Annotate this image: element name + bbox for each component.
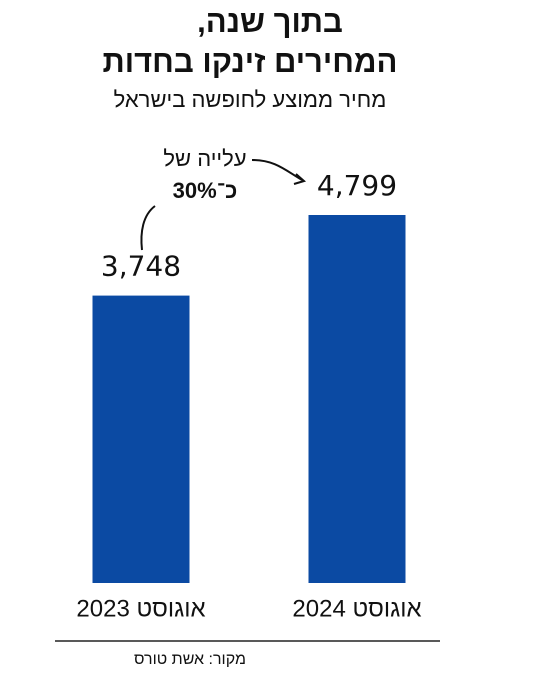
bar [308, 215, 406, 583]
x-tick-label: אוגוסט 2023 [76, 595, 205, 622]
value-label: 4,799 [317, 169, 397, 202]
chart-title: בתוך שנה, [197, 4, 343, 39]
chart-title: המחירים זינקו בחדות [103, 44, 398, 79]
annotation: כ־30% [173, 178, 238, 203]
bar [92, 295, 190, 583]
annotation-arrow [251, 159, 303, 181]
source: מקור: אשת טורס [134, 651, 246, 668]
annotation: עלייה של [163, 146, 246, 171]
annotation-line [140, 205, 156, 251]
x-tick-label: אוגוסט 2024 [292, 595, 421, 622]
annotation-arrow [293, 173, 307, 185]
value-label: 3,748 [101, 250, 181, 283]
chart-subtitle: מחיר ממוצע לחופשה בישראל [114, 87, 387, 112]
